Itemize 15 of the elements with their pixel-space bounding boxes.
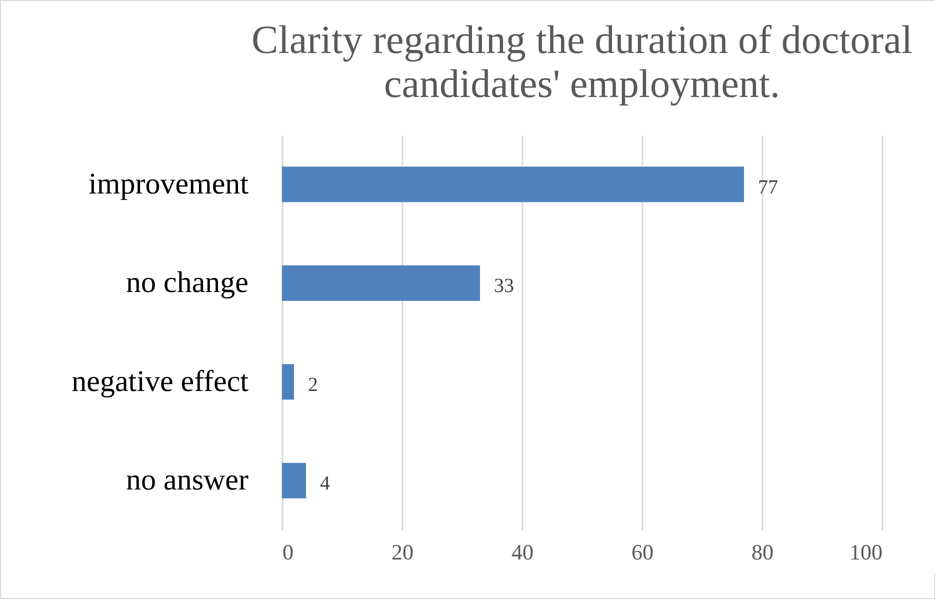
chart-title: Clarity regarding the duration of doctoral candidates' employment.	[252, 17, 912, 106]
x-tick-label: 80	[752, 540, 774, 564]
x-tick-label: 0	[282, 540, 294, 564]
x-tick-label: 40	[512, 540, 534, 564]
y-tick-label: no answer	[126, 464, 248, 497]
x-tick-label: 60	[632, 540, 654, 564]
y-tick-label: improvement	[88, 167, 250, 200]
x-tick-label: 20	[392, 540, 414, 564]
x-tick-label: 100	[850, 540, 882, 564]
data-label: 33	[494, 275, 514, 298]
data-label: 2	[308, 374, 318, 396]
y-tick-label: no change	[126, 266, 248, 300]
y-tick-label: negative effect	[72, 364, 250, 398]
data-label: 4	[320, 472, 330, 495]
data-label: 77	[758, 176, 778, 198]
